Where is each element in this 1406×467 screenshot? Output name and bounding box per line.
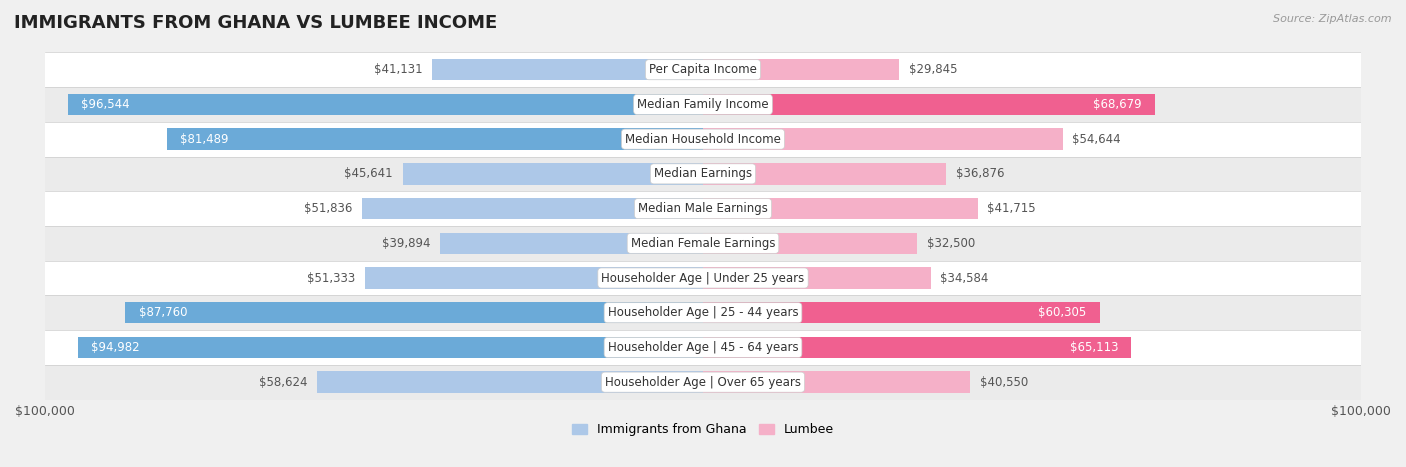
Text: $45,641: $45,641 bbox=[344, 167, 392, 180]
Bar bbox=[45, 295, 1361, 330]
Bar bbox=[366, 267, 703, 289]
Text: Source: ZipAtlas.com: Source: ZipAtlas.com bbox=[1274, 14, 1392, 24]
Text: Median Family Income: Median Family Income bbox=[637, 98, 769, 111]
Bar bbox=[318, 371, 703, 393]
Bar bbox=[77, 337, 703, 358]
Text: $96,544: $96,544 bbox=[80, 98, 129, 111]
Bar bbox=[703, 233, 917, 254]
Text: $60,305: $60,305 bbox=[1039, 306, 1087, 319]
Text: Per Capita Income: Per Capita Income bbox=[650, 63, 756, 76]
Bar bbox=[402, 163, 703, 184]
Bar bbox=[703, 302, 1099, 324]
Bar bbox=[45, 261, 1361, 295]
Text: $39,894: $39,894 bbox=[382, 237, 430, 250]
Bar bbox=[703, 267, 931, 289]
Text: Householder Age | Under 25 years: Householder Age | Under 25 years bbox=[602, 271, 804, 284]
Text: $94,982: $94,982 bbox=[91, 341, 139, 354]
Bar bbox=[45, 122, 1361, 156]
Text: $41,131: $41,131 bbox=[374, 63, 422, 76]
Bar bbox=[440, 233, 703, 254]
Bar bbox=[361, 198, 703, 219]
Text: $36,876: $36,876 bbox=[956, 167, 1004, 180]
Text: $34,584: $34,584 bbox=[941, 271, 988, 284]
Text: Median Earnings: Median Earnings bbox=[654, 167, 752, 180]
Text: Householder Age | Over 65 years: Householder Age | Over 65 years bbox=[605, 375, 801, 389]
Bar bbox=[45, 365, 1361, 399]
Text: $51,333: $51,333 bbox=[307, 271, 356, 284]
Bar bbox=[45, 87, 1361, 122]
Bar bbox=[125, 302, 703, 324]
Text: $58,624: $58,624 bbox=[259, 375, 308, 389]
Text: $51,836: $51,836 bbox=[304, 202, 352, 215]
Text: IMMIGRANTS FROM GHANA VS LUMBEE INCOME: IMMIGRANTS FROM GHANA VS LUMBEE INCOME bbox=[14, 14, 498, 32]
Text: Median Female Earnings: Median Female Earnings bbox=[631, 237, 775, 250]
Bar bbox=[45, 52, 1361, 87]
Bar bbox=[167, 128, 703, 150]
Text: $40,550: $40,550 bbox=[980, 375, 1028, 389]
Bar bbox=[703, 198, 977, 219]
Text: $41,715: $41,715 bbox=[987, 202, 1036, 215]
Bar bbox=[703, 371, 970, 393]
Text: $87,760: $87,760 bbox=[139, 306, 187, 319]
Bar bbox=[432, 59, 703, 80]
Text: $65,113: $65,113 bbox=[1070, 341, 1118, 354]
Text: Householder Age | 45 - 64 years: Householder Age | 45 - 64 years bbox=[607, 341, 799, 354]
Text: $68,679: $68,679 bbox=[1092, 98, 1142, 111]
Bar bbox=[45, 226, 1361, 261]
Bar bbox=[703, 59, 900, 80]
Text: Householder Age | 25 - 44 years: Householder Age | 25 - 44 years bbox=[607, 306, 799, 319]
Text: Median Male Earnings: Median Male Earnings bbox=[638, 202, 768, 215]
Bar bbox=[703, 128, 1063, 150]
Bar bbox=[703, 163, 946, 184]
Bar bbox=[703, 94, 1154, 115]
Text: $32,500: $32,500 bbox=[927, 237, 974, 250]
Bar bbox=[45, 330, 1361, 365]
Bar bbox=[703, 337, 1132, 358]
Text: $81,489: $81,489 bbox=[180, 133, 228, 146]
Bar bbox=[45, 156, 1361, 191]
Bar bbox=[45, 191, 1361, 226]
Text: Median Household Income: Median Household Income bbox=[626, 133, 780, 146]
Text: $54,644: $54,644 bbox=[1073, 133, 1121, 146]
Bar bbox=[67, 94, 703, 115]
Legend: Immigrants from Ghana, Lumbee: Immigrants from Ghana, Lumbee bbox=[567, 418, 839, 441]
Text: $29,845: $29,845 bbox=[910, 63, 957, 76]
